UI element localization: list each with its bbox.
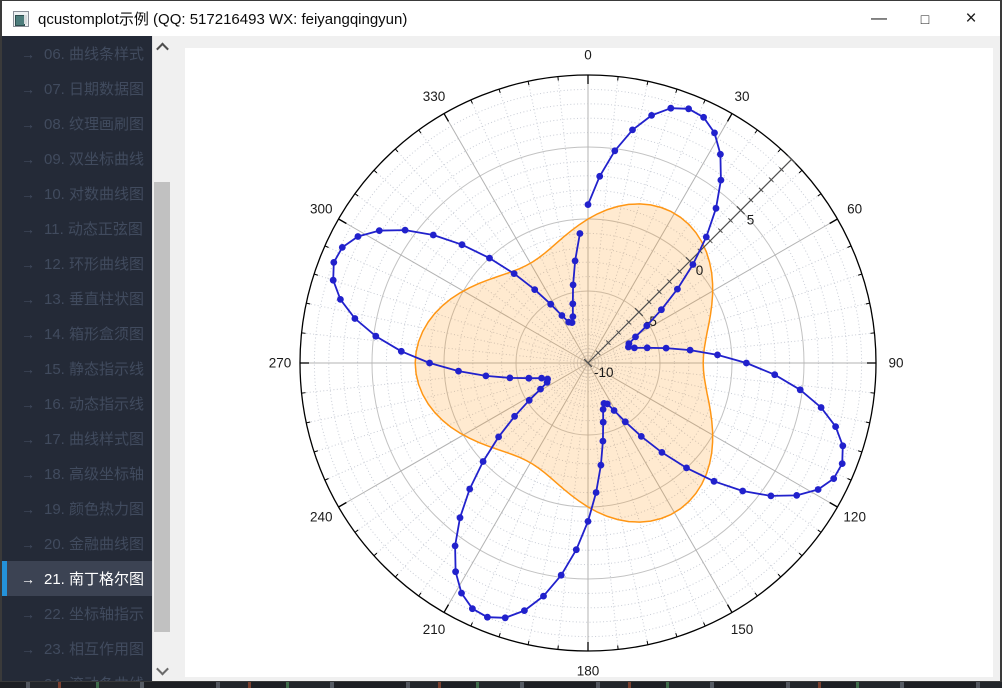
- sidebar-item-label: 09. 双坐标曲线: [44, 151, 145, 168]
- sidebar-item-20[interactable]: → 20. 金融曲线图: [2, 526, 152, 561]
- graph-line-series: [329, 104, 847, 622]
- sidebar-item-label: 22. 坐标轴指示: [44, 606, 145, 623]
- chevron-up-icon: [155, 42, 169, 55]
- scroll-down-button[interactable]: [153, 660, 171, 680]
- arrow-icon: →: [21, 45, 35, 62]
- minimize-button[interactable]: —: [871, 9, 887, 27]
- svg-text:60: 60: [847, 202, 862, 217]
- sidebar-item-23[interactable]: → 23. 相互作用图: [2, 631, 152, 666]
- svg-text:180: 180: [577, 664, 600, 678]
- arrow-icon: →: [21, 255, 35, 272]
- sidebar-item-label: 18. 高级坐标轴: [44, 466, 145, 483]
- sidebar: → 06. 曲线条样式 → 07. 日期数据图 → 08. 纹理画刷图 → 09. 双坐标曲线…: [2, 36, 152, 681]
- svg-text:0: 0: [584, 48, 592, 63]
- sidebar-item-label: 13. 垂直柱状图: [44, 291, 145, 308]
- arrow-icon: →: [21, 150, 35, 167]
- sidebar-item-13[interactable]: → 13. 垂直柱状图: [2, 281, 152, 316]
- plot-surface: 0 30 60 90 120 150 180 210 240 270 300 330 -10 -5 0 5: [185, 48, 993, 677]
- sidebar-item-15[interactable]: → 15. 静态指示线: [2, 351, 152, 386]
- svg-text:0: 0: [696, 263, 704, 278]
- sidebar-item-label: 21. 南丁格尔图: [44, 571, 145, 588]
- sidebar-item-17[interactable]: → 17. 曲线样式图: [2, 421, 152, 456]
- sidebar-item-06[interactable]: → 06. 曲线条样式: [2, 36, 152, 71]
- scroll-up-button[interactable]: [153, 37, 171, 57]
- sidebar-item-label: 07. 日期数据图: [44, 81, 145, 98]
- sidebar-item-22[interactable]: → 22. 坐标轴指示: [2, 596, 152, 631]
- angular-axis: 0 30 60 90 120 150 180 210 240 270 300 330: [269, 48, 904, 677]
- sidebar-item-label: 10. 对数曲线图: [44, 186, 145, 203]
- arrow-icon: →: [21, 185, 35, 202]
- polar-grid: [300, 75, 876, 651]
- chevron-down-icon: [155, 662, 169, 675]
- arrow-icon: →: [21, 395, 35, 412]
- sidebar-item-24[interactable]: → 24. 滚动条曲线: [2, 666, 152, 682]
- sidebar-item-label: 23. 相互作用图: [44, 641, 145, 658]
- sidebar-item-08[interactable]: → 08. 纹理画刷图: [2, 106, 152, 141]
- svg-text:90: 90: [888, 356, 903, 371]
- arrow-icon: →: [21, 290, 35, 307]
- arrow-icon: →: [21, 535, 35, 552]
- arrow-icon: →: [21, 676, 35, 682]
- svg-text:270: 270: [269, 356, 292, 371]
- sidebar-item-label: 20. 金融曲线图: [44, 536, 145, 553]
- content-row: → 06. 曲线条样式 → 07. 日期数据图 → 08. 纹理画刷图 → 09. 双坐标曲线…: [2, 36, 1000, 681]
- sidebar-item-16[interactable]: → 16. 动态指示线: [2, 386, 152, 421]
- scrollbar-thumb[interactable]: [154, 182, 170, 632]
- arrow-icon: →: [21, 80, 35, 97]
- arrow-icon: →: [21, 640, 35, 657]
- arrow-icon: →: [21, 325, 35, 342]
- arrow-icon: →: [21, 465, 35, 482]
- close-button[interactable]: ×: [965, 7, 977, 29]
- arrow-icon: →: [21, 500, 35, 517]
- sidebar-item-21[interactable]: → 21. 南丁格尔图: [2, 561, 152, 596]
- svg-text:5: 5: [747, 212, 755, 227]
- background-taskbar-strip: [0, 682, 1002, 688]
- sidebar-item-label: 14. 箱形盒须图: [44, 326, 145, 343]
- sidebar-item-label: 17. 曲线样式图: [44, 431, 145, 448]
- graph-area-series: [414, 203, 714, 523]
- svg-text:330: 330: [423, 89, 446, 104]
- titlebar: qcustomplot示例 (QQ: 517216493 WX: feiyang…: [2, 1, 1000, 36]
- svg-text:150: 150: [731, 622, 754, 637]
- arrow-icon: →: [21, 220, 35, 237]
- window-controls: — □ ×: [856, 1, 1000, 36]
- svg-text:240: 240: [310, 510, 333, 525]
- chart-panel: 0 30 60 90 120 150 180 210 240 270 300 330 -10 -5 0 5: [171, 36, 1000, 681]
- sidebar-item-19[interactable]: → 19. 颜色热力图: [2, 491, 152, 526]
- sidebar-item-09[interactable]: → 09. 双坐标曲线: [2, 141, 152, 176]
- window-title: qcustomplot示例 (QQ: 517216493 WX: feiyang…: [38, 11, 408, 28]
- arrow-icon: →: [21, 570, 35, 587]
- sidebar-item-label: 11. 动态正弦图: [44, 221, 143, 238]
- sidebar-item-label: 12. 环形曲线图: [44, 256, 145, 273]
- arrow-icon: →: [21, 605, 35, 622]
- svg-text:210: 210: [423, 622, 446, 637]
- sidebar-item-label: 15. 静态指示线: [44, 361, 145, 378]
- app-icon: [13, 10, 29, 27]
- svg-text:120: 120: [843, 510, 866, 525]
- arrow-icon: →: [21, 115, 35, 132]
- sidebar-item-label: 19. 颜色热力图: [44, 501, 145, 518]
- maximize-button[interactable]: □: [920, 10, 930, 27]
- sidebar-item-18[interactable]: → 18. 高级坐标轴: [2, 456, 152, 491]
- svg-text:30: 30: [734, 89, 749, 104]
- sidebar-scrollbar[interactable]: [152, 36, 171, 681]
- sidebar-item-07[interactable]: → 07. 日期数据图: [2, 71, 152, 106]
- svg-text:-10: -10: [594, 365, 614, 380]
- arrow-icon: →: [21, 360, 35, 377]
- arrow-icon: →: [21, 430, 35, 447]
- sidebar-item-label: 08. 纹理画刷图: [44, 116, 145, 133]
- sidebar-item-14[interactable]: → 14. 箱形盒须图: [2, 316, 152, 351]
- sidebar-item-label: 06. 曲线条样式: [44, 46, 145, 63]
- sidebar-item-label: 16. 动态指示线: [44, 396, 145, 413]
- sidebar-item-10[interactable]: → 10. 对数曲线图: [2, 176, 152, 211]
- sidebar-item-12[interactable]: → 12. 环形曲线图: [2, 246, 152, 281]
- sidebar-item-11[interactable]: → 11. 动态正弦图: [2, 211, 152, 246]
- sidebar-item-label: 24. 滚动条曲线: [44, 673, 144, 681]
- svg-text:300: 300: [310, 202, 333, 217]
